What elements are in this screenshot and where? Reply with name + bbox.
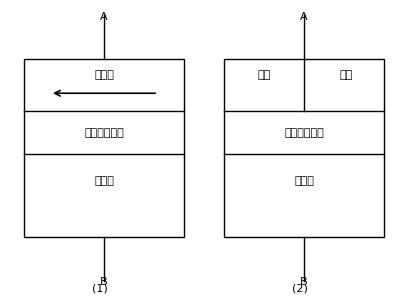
Text: (1): (1) [92,283,108,293]
FancyBboxPatch shape [329,92,374,98]
FancyBboxPatch shape [74,202,158,209]
Polygon shape [256,201,283,210]
Text: B: B [300,277,308,287]
Text: 氧化镁氧化层: 氧化镁氧化层 [284,128,324,138]
Text: A: A [300,12,308,22]
Text: 软区: 软区 [339,70,353,81]
Polygon shape [310,91,329,100]
Text: 自由层: 自由层 [94,70,114,81]
Text: 氧化镁氧化层: 氧化镁氧化层 [84,128,124,138]
Text: 硬区: 硬区 [257,70,271,81]
Bar [24,59,184,237]
Polygon shape [230,91,248,100]
Text: A: A [100,12,108,22]
Text: B: B [100,277,108,287]
Polygon shape [42,201,74,210]
Bar [224,59,384,237]
FancyBboxPatch shape [283,202,352,209]
Text: (2): (2) [292,283,308,293]
FancyBboxPatch shape [248,92,290,98]
Text: 参考层: 参考层 [294,176,314,186]
Text: 参考层: 参考层 [94,176,114,186]
